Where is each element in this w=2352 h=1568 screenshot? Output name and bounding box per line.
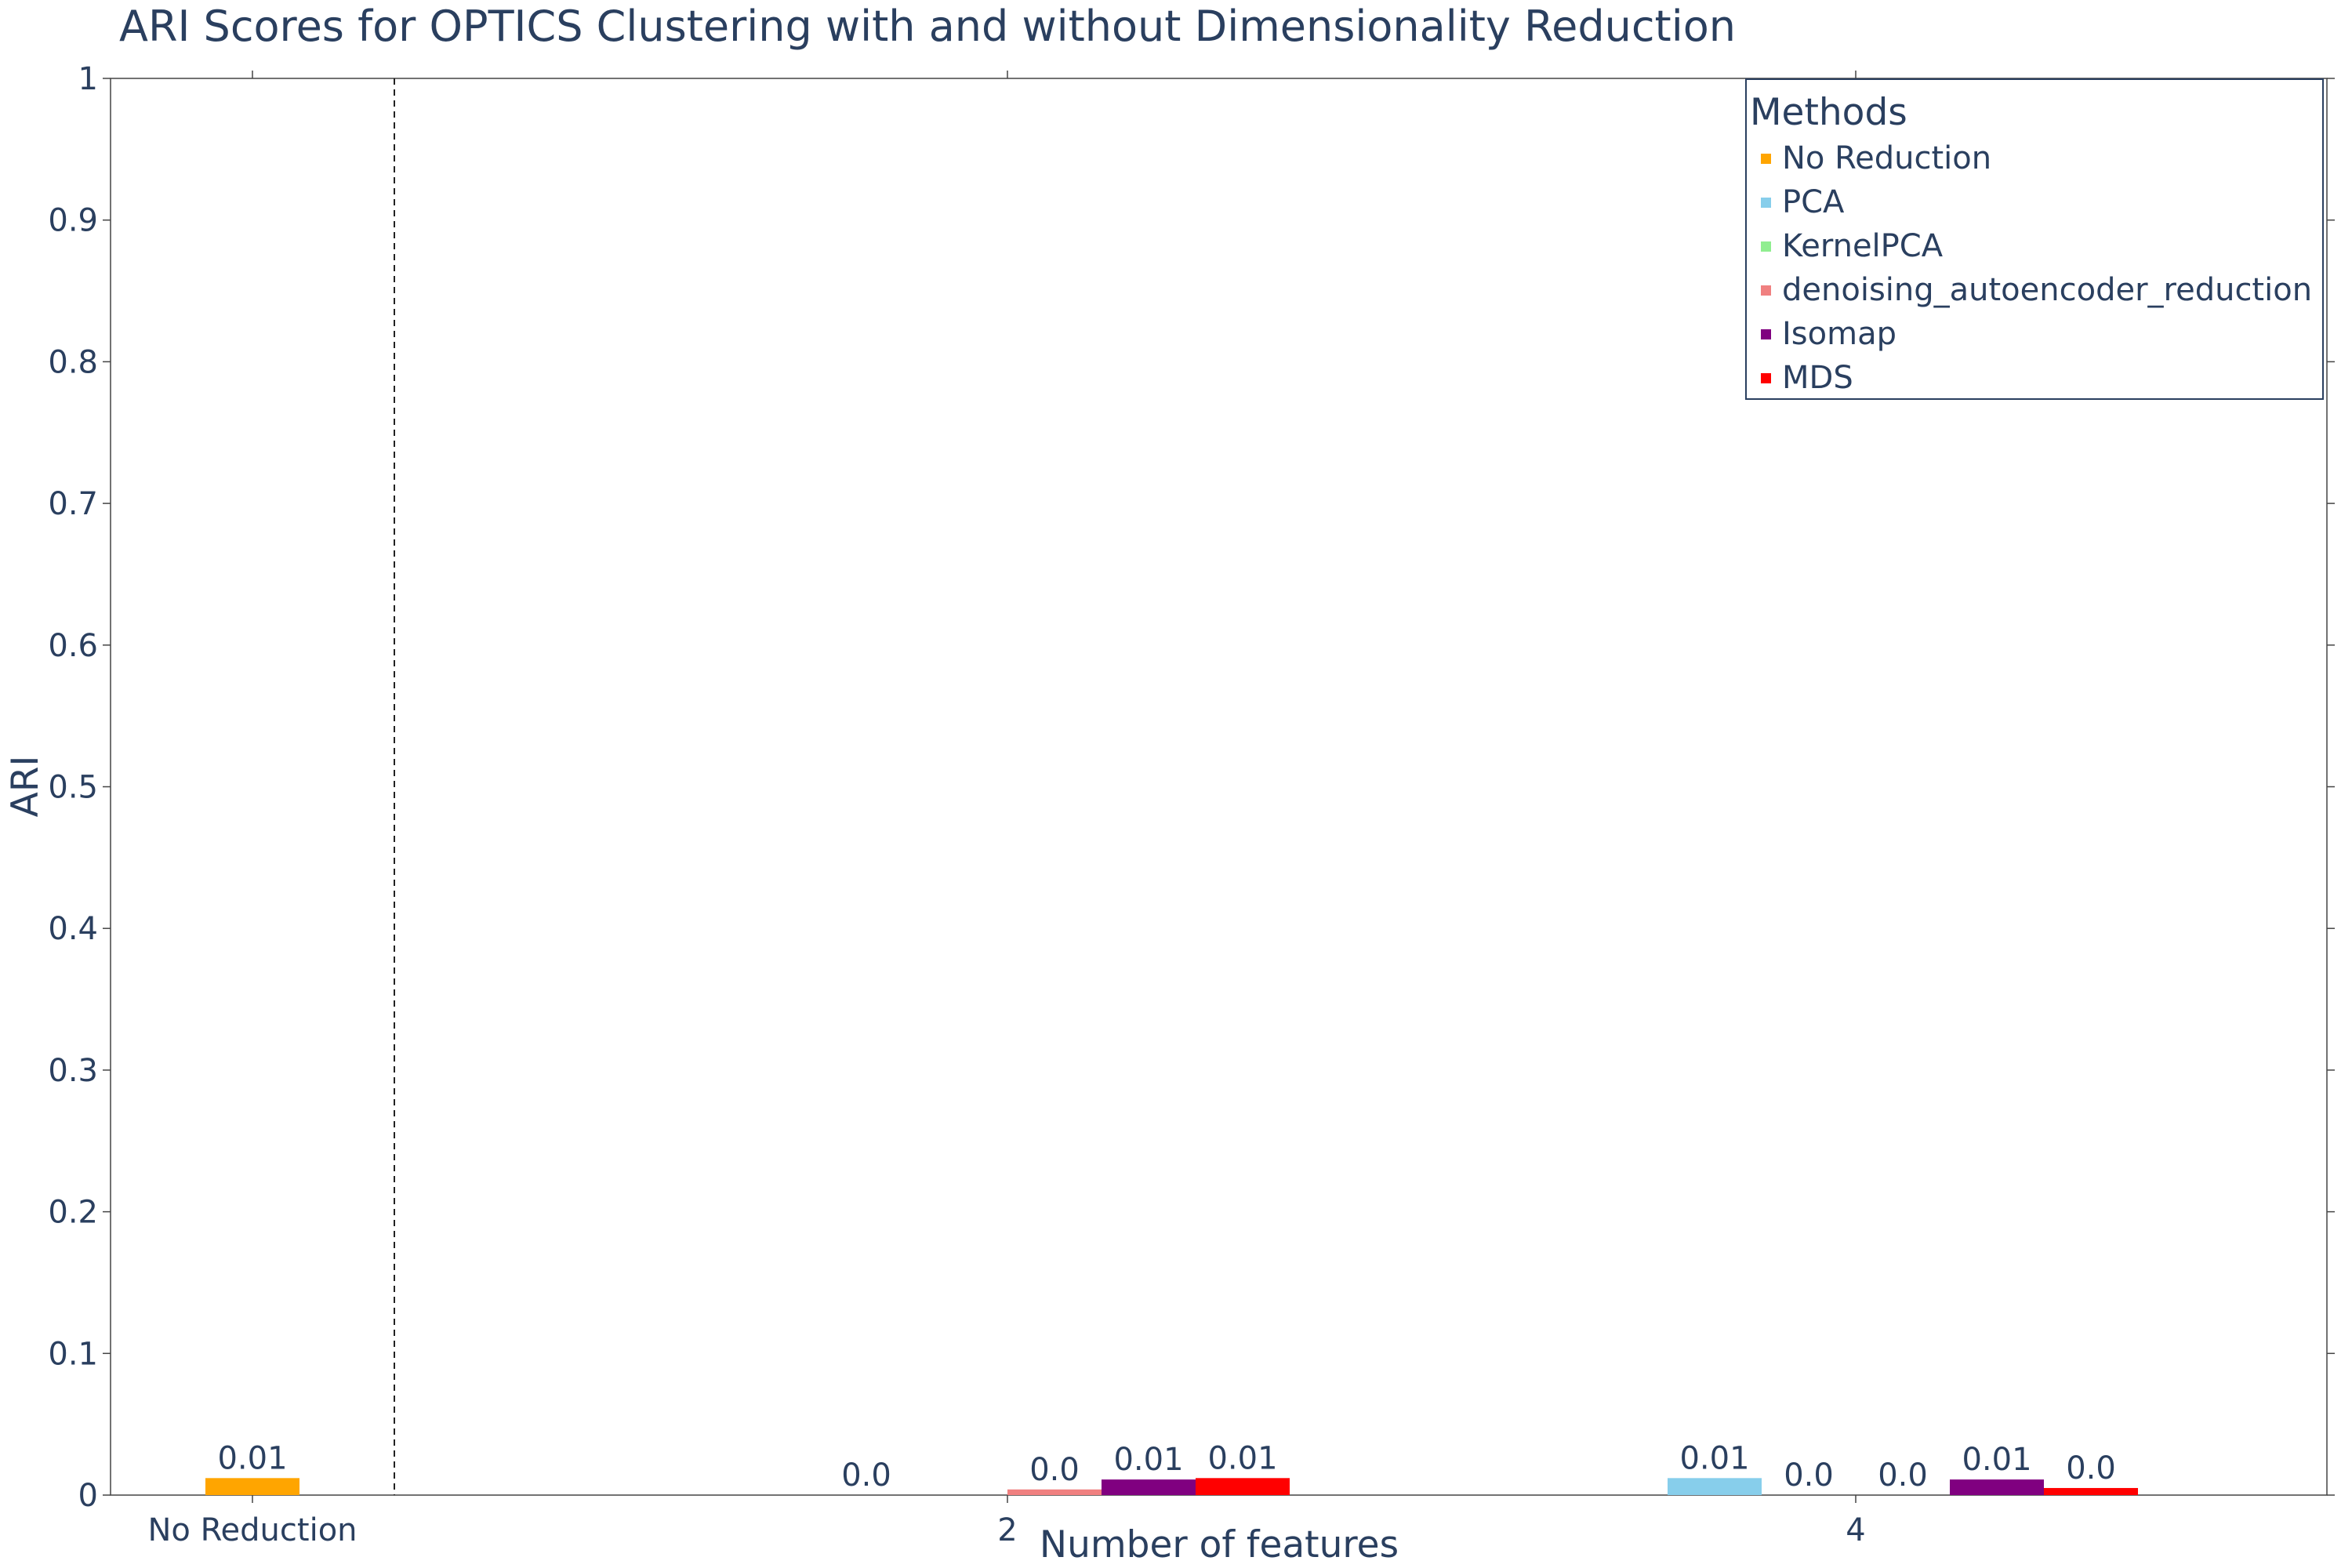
- bar-value-label: 0.01: [1207, 1440, 1277, 1476]
- y-tick-label: 0.5: [48, 770, 98, 806]
- legend-swatch: [1761, 241, 1771, 252]
- bar-value-label: 0.01: [1113, 1442, 1183, 1478]
- y-tick-label: 1: [78, 61, 98, 97]
- legend-label: KernelPCA: [1782, 228, 1944, 264]
- legend-swatch: [1761, 285, 1771, 296]
- y-tick-label: 0.4: [48, 911, 98, 947]
- legend-swatch: [1761, 153, 1771, 164]
- legend-item-pca[interactable]: PCA: [1747, 180, 1844, 224]
- bar-labels: 0.01 0.0 0.0 0.01 0.01 0.01 0.0 0.0 0.01 0.0: [217, 1440, 2115, 1494]
- bar-value-label: 0.0: [1878, 1457, 1928, 1494]
- legend-label: MDS: [1782, 360, 1853, 396]
- y-axis: 0 0.1 0.2 0.3 0.4 0.5 0.6 0.7 0.8 0.9 1: [48, 61, 2335, 1514]
- bar-isomap-1: [1102, 1479, 1196, 1495]
- bar-value-label: 0.0: [1784, 1457, 1834, 1494]
- legend-item-no-reduction[interactable]: No Reduction: [1747, 136, 1991, 180]
- legend-swatch: [1761, 372, 1771, 383]
- legend-title: Methods: [1750, 91, 1907, 134]
- y-tick-label: 0.3: [48, 1053, 98, 1089]
- legend-label: No Reduction: [1782, 140, 1992, 176]
- bar-mds-2: [2044, 1487, 2138, 1495]
- legend-item-isomap[interactable]: Isomap: [1747, 312, 1896, 356]
- bar-no-reduction-0: [205, 1478, 299, 1495]
- x-tick-label: 2: [997, 1512, 1017, 1548]
- y-tick-label: 0.1: [48, 1336, 98, 1372]
- bar-value-label: 0.01: [1962, 1442, 2031, 1478]
- x-axis-title: Number of features: [1040, 1523, 1399, 1566]
- bar-denoising-autoencoder-reduction-1: [1007, 1489, 1102, 1495]
- y-tick-label: 0.7: [48, 486, 98, 522]
- y-tick-label: 0.8: [48, 344, 98, 380]
- x-tick-label: 4: [1846, 1512, 1865, 1548]
- legend-label: PCA: [1782, 184, 1845, 220]
- legend-item-kernelpca[interactable]: KernelPCA: [1747, 224, 1943, 268]
- legend-swatch: [1761, 328, 1771, 339]
- y-axis-title: ARI: [4, 756, 47, 818]
- legend-label: Isomap: [1782, 316, 1896, 352]
- bar-mds-1: [1196, 1478, 1290, 1495]
- bar-value-label: 0.01: [217, 1440, 287, 1476]
- bar-pca-2: [1668, 1478, 1762, 1495]
- y-tick-label: 0.2: [48, 1195, 98, 1231]
- bar-value-label: 0.0: [841, 1457, 891, 1494]
- legend-item-mds[interactable]: MDS: [1747, 356, 1853, 400]
- legend-swatch: [1761, 197, 1771, 208]
- bars: [205, 1478, 2138, 1495]
- chart-title: ARI Scores for OPTICS Clustering with an…: [119, 2, 1736, 51]
- bar-value-label: 0.0: [2066, 1450, 2116, 1486]
- y-tick-label: 0.9: [48, 203, 98, 239]
- bar-isomap-2: [1950, 1479, 2044, 1495]
- legend-label: denoising_autoencoder_reduction: [1782, 272, 2313, 308]
- bar-value-label: 0.0: [1029, 1452, 1080, 1488]
- y-tick-label: 0.6: [48, 628, 98, 664]
- legend: Methods No Reduction PCA KernelPCA denoisin…: [1745, 78, 2324, 400]
- bar-value-label: 0.01: [1679, 1440, 1749, 1476]
- legend-item-denoising-autoencoder-reduction[interactable]: denoising_autoencoder_reduction: [1747, 268, 2312, 312]
- y-tick-label: 0: [78, 1478, 98, 1514]
- x-tick-label: No Reduction: [147, 1512, 357, 1548]
- x-axis: No Reduction 2 4: [147, 71, 1866, 1548]
